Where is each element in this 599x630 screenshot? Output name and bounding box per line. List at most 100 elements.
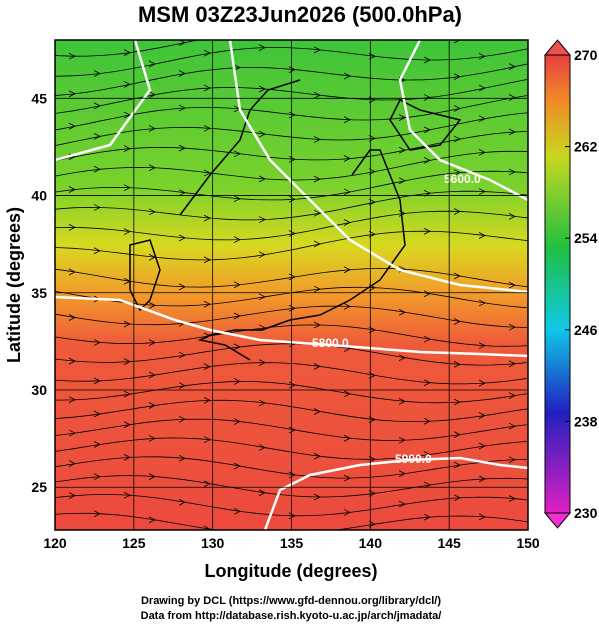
stream-arrow	[148, 371, 156, 379]
footer-line: Drawing by DCL (https://www.gfd-dennou.o…	[141, 595, 441, 607]
streamline	[55, 399, 528, 423]
colorbar-tick-label: 230	[574, 505, 598, 521]
stream-arrow	[534, 404, 540, 410]
stream-arrow	[178, 454, 186, 462]
stream-arrow	[178, 144, 186, 152]
stream-arrow	[123, 184, 131, 192]
stream-arrow	[178, 104, 186, 112]
streamline	[55, 63, 528, 96]
stream-arrow	[148, 402, 156, 409]
stream-arrow	[453, 105, 461, 112]
stream-arrow	[343, 303, 351, 310]
stream-arrow	[178, 70, 186, 77]
stream-arrow	[478, 149, 486, 156]
streamline	[55, 112, 528, 147]
stream-arrow	[288, 230, 296, 237]
title: MSM 03Z23Jun2026 (500.0hPa)	[138, 2, 462, 27]
y-tick-label: 40	[31, 188, 47, 204]
stream-arrow	[203, 49, 211, 57]
stream-arrow	[233, 64, 241, 72]
stream-arrow	[453, 494, 461, 502]
stream-arrow	[123, 145, 131, 153]
stream-arrow	[368, 416, 376, 423]
stream-arrow	[93, 70, 101, 77]
stream-arrow	[423, 157, 431, 164]
streamline	[55, 286, 528, 309]
stream-arrow	[508, 281, 516, 289]
stream-arrow	[508, 168, 516, 176]
stream-arrow	[68, 90, 76, 98]
contour-label: 5600.0	[444, 172, 481, 186]
streamline	[55, 494, 528, 517]
stream-arrow	[68, 122, 76, 130]
stream-arrow	[93, 441, 101, 448]
stream-arrow	[258, 293, 266, 301]
stream-arrow	[508, 323, 516, 331]
stream-arrow	[453, 169, 461, 176]
stream-arrow	[258, 216, 266, 223]
stream-arrow	[288, 512, 296, 520]
streamline	[55, 210, 528, 241]
stream-arrow	[288, 66, 296, 73]
streamline	[55, 170, 528, 201]
x-tick-label: 125	[122, 535, 146, 551]
stream-arrow	[123, 358, 131, 365]
stream-arrow	[508, 456, 516, 464]
stream-arrow	[343, 509, 351, 516]
stream-arrow	[453, 135, 461, 143]
stream-arrow	[148, 208, 156, 216]
stream-arrow	[123, 49, 131, 56]
stream-arrow	[343, 155, 351, 162]
stream-arrow	[123, 320, 131, 328]
stream-arrow	[203, 124, 211, 132]
stream-arrow	[123, 81, 131, 88]
stream-arrow	[478, 188, 486, 195]
stream-arrow	[534, 342, 540, 348]
stream-arrow	[534, 373, 540, 379]
stream-arrow	[178, 283, 186, 291]
stream-arrow	[288, 111, 296, 119]
stream-arrow	[313, 91, 321, 99]
contour-line	[55, 40, 528, 294]
stream-arrow	[343, 474, 351, 482]
stream-arrow	[453, 73, 461, 80]
stream-arrow	[508, 495, 516, 502]
stream-arrow	[93, 377, 101, 385]
stream-arrow	[368, 326, 376, 334]
stream-arrow	[478, 379, 486, 387]
stream-arrow	[93, 102, 101, 110]
stream-arrow	[203, 436, 211, 444]
colorbar-max-arrow	[543, 39, 572, 56]
stream-arrow	[478, 475, 486, 483]
stream-arrow	[453, 398, 461, 406]
stream-arrow	[453, 208, 461, 215]
stream-arrow	[288, 273, 296, 281]
stream-arrow	[233, 281, 241, 289]
stream-arrow	[288, 381, 296, 389]
stream-arrow	[368, 455, 376, 463]
stream-arrow	[313, 321, 321, 329]
stream-arrow	[203, 256, 211, 264]
stream-arrow	[258, 44, 266, 51]
streamlines	[55, 40, 540, 530]
stream-arrow	[123, 228, 131, 235]
stream-arrow	[313, 209, 321, 217]
stream-arrow	[423, 513, 431, 521]
stream-arrow	[258, 444, 266, 451]
x-tick-label: 150	[516, 535, 540, 551]
x-tick-label: 120	[43, 535, 67, 551]
stream-arrow	[148, 125, 156, 132]
stream-arrow	[478, 299, 486, 307]
streamline	[55, 324, 528, 347]
stream-arrow	[508, 128, 516, 136]
stream-arrow	[478, 84, 486, 92]
stream-arrow	[233, 343, 241, 351]
stream-arrow	[203, 332, 211, 340]
streamline	[55, 362, 528, 385]
stream-arrow	[313, 493, 321, 501]
stream-arrow	[93, 473, 101, 481]
stream-arrow	[478, 412, 486, 419]
stream-arrow	[123, 491, 131, 499]
stream-arrow	[288, 471, 296, 479]
